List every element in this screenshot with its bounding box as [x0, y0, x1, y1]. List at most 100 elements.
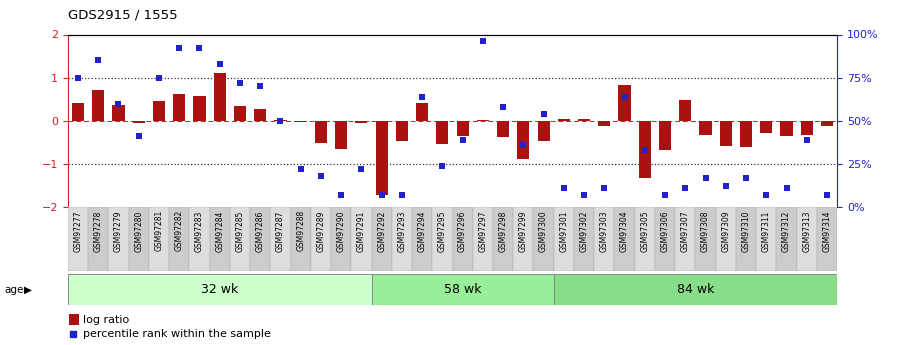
Bar — [776, 207, 796, 271]
Point — [252, 83, 268, 89]
Text: GSM97281: GSM97281 — [155, 210, 164, 252]
Point — [273, 118, 288, 124]
Text: GSM97279: GSM97279 — [114, 210, 123, 252]
Text: GSM97300: GSM97300 — [539, 210, 548, 252]
Point — [233, 80, 247, 86]
Bar — [291, 207, 310, 271]
Bar — [700, 121, 711, 135]
Bar — [655, 207, 675, 271]
Point — [617, 94, 632, 99]
Point — [395, 192, 409, 198]
Text: GSM97310: GSM97310 — [741, 210, 750, 252]
Text: GSM97291: GSM97291 — [357, 210, 366, 252]
Bar — [675, 207, 695, 271]
Bar — [538, 121, 549, 141]
Point — [172, 46, 186, 51]
Bar — [295, 121, 307, 122]
Text: GSM97278: GSM97278 — [94, 210, 103, 252]
Text: GSM97284: GSM97284 — [215, 210, 224, 252]
Bar — [395, 121, 408, 141]
Point — [658, 192, 672, 198]
Text: GSM97288: GSM97288 — [296, 210, 305, 252]
Point — [66, 331, 81, 337]
Bar — [112, 105, 125, 121]
Point — [759, 192, 774, 198]
Point — [71, 75, 85, 80]
Bar — [557, 119, 570, 121]
Bar — [817, 207, 837, 271]
Point — [354, 166, 368, 172]
Bar — [760, 121, 772, 133]
Bar — [92, 90, 104, 121]
Point — [557, 185, 571, 191]
Bar — [129, 207, 148, 271]
Bar — [477, 120, 489, 121]
Point — [414, 94, 429, 99]
Bar — [230, 207, 250, 271]
Point — [516, 142, 530, 148]
Text: percentile rank within the sample: percentile rank within the sample — [83, 329, 272, 339]
Point — [334, 192, 348, 198]
Point — [192, 46, 206, 51]
Bar — [69, 314, 79, 325]
Bar — [68, 207, 88, 271]
Bar — [372, 274, 554, 305]
Bar — [659, 121, 672, 150]
Bar — [315, 121, 327, 143]
Bar — [595, 207, 614, 271]
Point — [496, 104, 510, 110]
Bar — [133, 121, 145, 123]
Bar — [780, 121, 793, 136]
Text: GSM97302: GSM97302 — [579, 210, 588, 252]
Bar — [554, 207, 574, 271]
Bar — [210, 207, 230, 271]
Text: age: age — [5, 285, 24, 295]
Bar — [533, 207, 554, 271]
Text: GSM97299: GSM97299 — [519, 210, 528, 252]
Bar — [372, 207, 392, 271]
Bar — [740, 121, 752, 148]
Text: GSM97295: GSM97295 — [438, 210, 447, 252]
Bar — [513, 207, 533, 271]
Bar — [574, 207, 595, 271]
Text: GSM97293: GSM97293 — [397, 210, 406, 252]
Bar — [310, 207, 331, 271]
Bar — [233, 106, 246, 121]
Point — [375, 192, 389, 198]
Bar — [821, 121, 834, 126]
Bar — [493, 207, 513, 271]
Point — [820, 192, 834, 198]
Point — [699, 175, 713, 180]
Bar — [757, 207, 776, 271]
Bar — [148, 207, 169, 271]
Text: GSM97309: GSM97309 — [721, 210, 730, 252]
Bar — [271, 207, 291, 271]
Text: GSM97304: GSM97304 — [620, 210, 629, 252]
Text: GSM97314: GSM97314 — [823, 210, 832, 252]
Text: GSM97292: GSM97292 — [377, 210, 386, 252]
Text: GSM97282: GSM97282 — [175, 210, 184, 252]
Point — [131, 134, 146, 139]
Text: GSM97285: GSM97285 — [235, 210, 244, 252]
Bar — [254, 109, 266, 121]
Bar — [68, 274, 372, 305]
Bar — [153, 101, 165, 121]
Text: log ratio: log ratio — [83, 315, 129, 325]
Bar — [456, 121, 469, 136]
Bar — [634, 207, 655, 271]
Bar — [796, 207, 817, 271]
Text: GSM97307: GSM97307 — [681, 210, 690, 252]
Point — [314, 173, 329, 179]
Point — [91, 58, 106, 63]
Text: GSM97289: GSM97289 — [317, 210, 326, 252]
Text: GSM97305: GSM97305 — [641, 210, 649, 252]
Text: 84 wk: 84 wk — [677, 283, 714, 296]
Bar — [497, 121, 510, 137]
Point — [152, 75, 167, 80]
Point — [637, 147, 652, 153]
Bar — [376, 121, 387, 195]
Point — [799, 137, 814, 142]
Text: 32 wk: 32 wk — [201, 283, 238, 296]
Point — [738, 175, 753, 180]
Bar — [578, 119, 590, 121]
